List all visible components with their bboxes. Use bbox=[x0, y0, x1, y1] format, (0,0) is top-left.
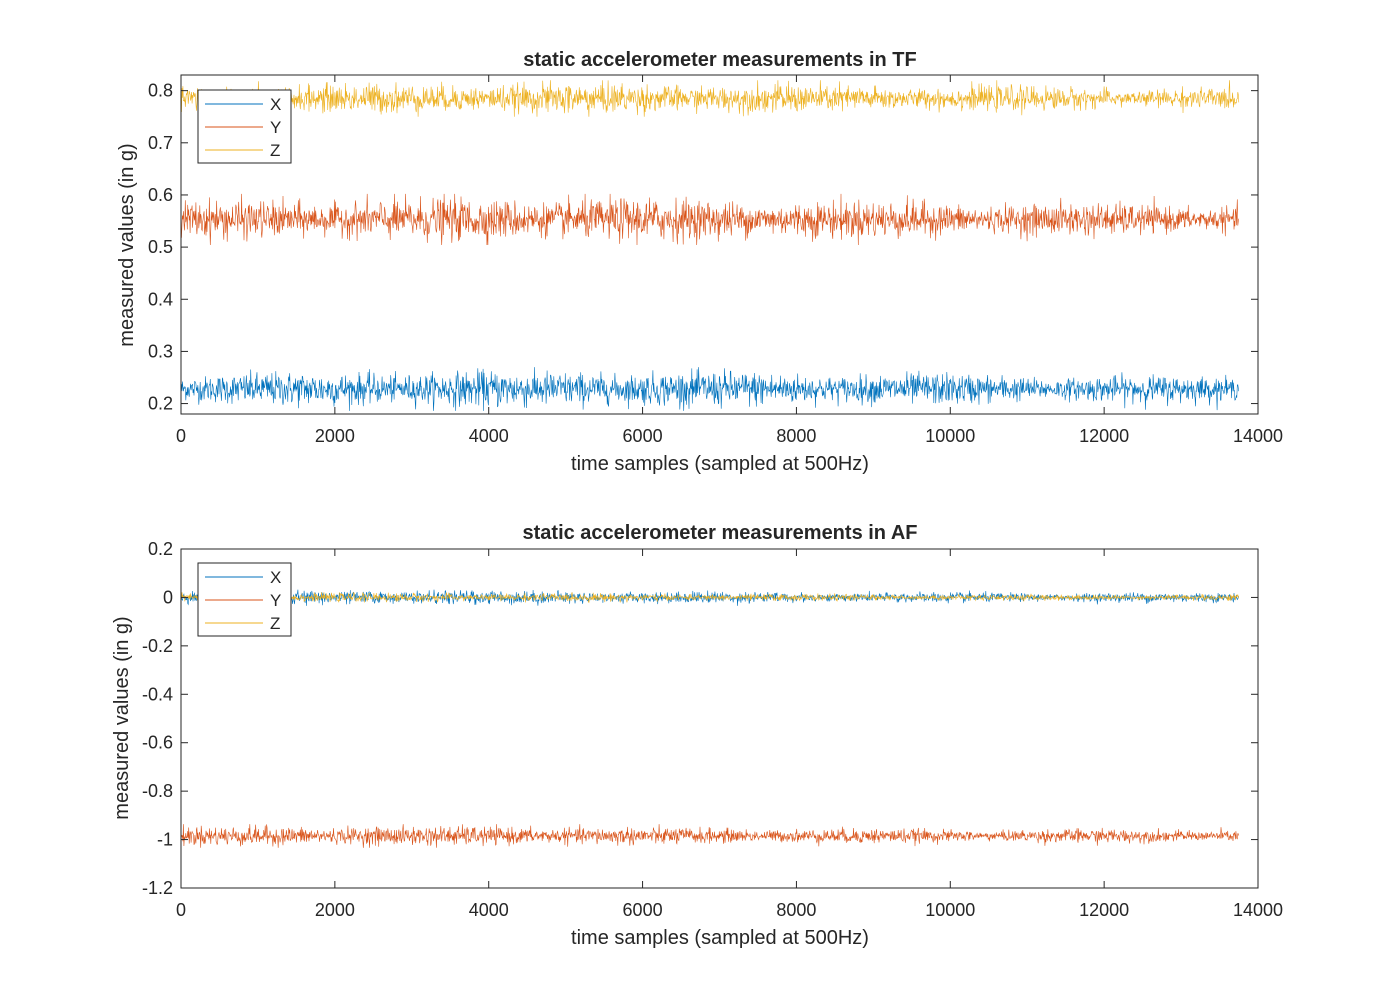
x-tick-label: 14000 bbox=[1233, 900, 1283, 920]
x-axis-label: time samples (sampled at 500Hz) bbox=[571, 927, 869, 949]
x-tick-label: 10000 bbox=[925, 900, 975, 920]
y-axis-label: measured values (in g) bbox=[111, 616, 133, 819]
chart-af: static accelerometer measurements in AF … bbox=[111, 522, 1283, 949]
series-line-z bbox=[180, 80, 1240, 117]
x-tick-label: 14000 bbox=[1233, 426, 1283, 446]
series-layer bbox=[180, 588, 1240, 848]
y-tick-label: 0 bbox=[163, 587, 173, 607]
series-line-y bbox=[180, 824, 1240, 848]
legend[interactable]: X Y Z bbox=[197, 562, 292, 637]
y-tick-label: -0.2 bbox=[142, 636, 173, 656]
y-tick-label: 0.6 bbox=[148, 185, 173, 205]
legend-label-z: Z bbox=[270, 614, 280, 633]
y-tick-label: -0.8 bbox=[142, 781, 173, 801]
legend-label-x: X bbox=[270, 95, 281, 114]
x-tick-label: 12000 bbox=[1079, 900, 1129, 920]
x-tick-label: 6000 bbox=[623, 426, 663, 446]
x-tick-label: 0 bbox=[176, 900, 186, 920]
ticks-layer: 0 2000 4000 6000 8000 10000 12000 14000 -1.2 -1 -0… bbox=[142, 539, 1283, 920]
chart-title: static accelerometer measurements in TF bbox=[523, 49, 917, 71]
chart-tf: static accelerometer measurements in TF … bbox=[116, 49, 1283, 475]
x-tick-label: 4000 bbox=[469, 900, 509, 920]
x-tick-label: 0 bbox=[176, 426, 186, 446]
x-tick-label: 10000 bbox=[925, 426, 975, 446]
x-tick-label: 4000 bbox=[469, 426, 509, 446]
x-tick-label: 8000 bbox=[776, 900, 816, 920]
y-tick-label: 0.2 bbox=[148, 394, 173, 414]
series-line-x bbox=[180, 367, 1240, 411]
x-tick-label: 8000 bbox=[776, 426, 816, 446]
y-axis-label: measured values (in g) bbox=[116, 143, 138, 346]
x-tick-label: 12000 bbox=[1079, 426, 1129, 446]
legend-label-y: Y bbox=[270, 118, 281, 137]
x-tick-label: 6000 bbox=[623, 900, 663, 920]
legend-label-z: Z bbox=[270, 141, 280, 160]
legend-label-x: X bbox=[270, 568, 281, 587]
y-tick-label: 0.2 bbox=[148, 539, 173, 559]
y-tick-label: 0.3 bbox=[148, 341, 173, 361]
y-tick-label: -1.2 bbox=[142, 878, 173, 898]
y-tick-label: -1 bbox=[157, 830, 173, 850]
y-tick-label: 0.8 bbox=[148, 81, 173, 101]
legend-label-y: Y bbox=[270, 591, 281, 610]
y-tick-label: -0.4 bbox=[142, 684, 173, 704]
series-layer bbox=[180, 80, 1240, 411]
x-axis-label: time samples (sampled at 500Hz) bbox=[571, 453, 869, 475]
x-tick-label: 2000 bbox=[315, 426, 355, 446]
axes-box bbox=[180, 548, 1259, 889]
axes-box bbox=[180, 74, 1259, 415]
x-tick-label: 2000 bbox=[315, 900, 355, 920]
y-tick-label: 0.7 bbox=[148, 133, 173, 153]
chart-title: static accelerometer measurements in AF bbox=[523, 522, 918, 544]
series-line-z bbox=[180, 591, 1240, 604]
ticks-layer: 0 2000 4000 6000 8000 10000 12000 14000 0.2 0.3 0.… bbox=[148, 75, 1283, 446]
y-tick-label: -0.6 bbox=[142, 733, 173, 753]
y-tick-label: 0.4 bbox=[148, 289, 173, 309]
legend[interactable]: X Y Z bbox=[197, 89, 292, 164]
y-tick-label: 0.5 bbox=[148, 237, 173, 257]
series-line-y bbox=[180, 193, 1240, 246]
